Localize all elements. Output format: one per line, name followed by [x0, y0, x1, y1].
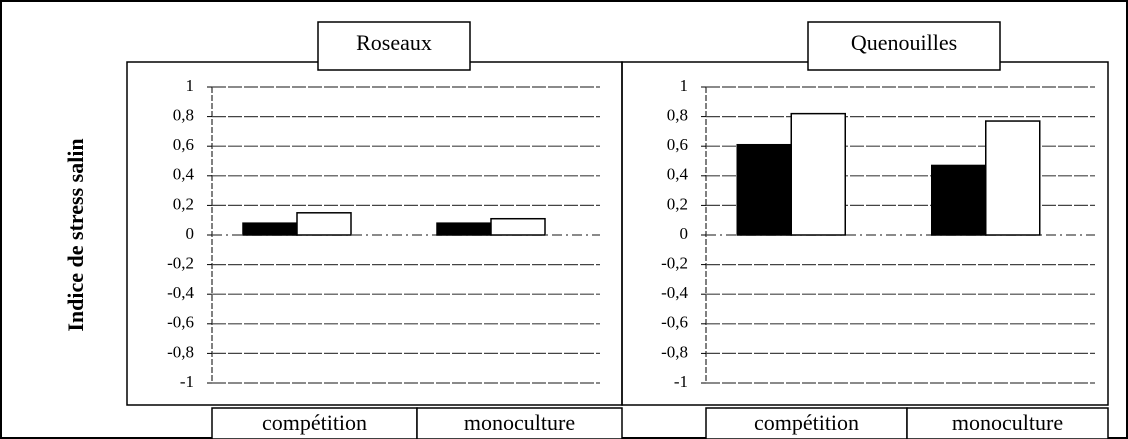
bar	[296, 212, 352, 236]
title-box	[807, 21, 1001, 71]
y-tick-label: -0,4	[167, 283, 194, 302]
y-tick-label: -0,6	[167, 313, 194, 332]
category-box	[906, 407, 1109, 439]
bar	[436, 222, 492, 236]
y-tick-label: -1	[180, 372, 194, 391]
chart-title: Roseaux	[356, 30, 432, 55]
y-tick-label: 1	[186, 76, 195, 95]
y-tick-label: -0,8	[167, 342, 194, 361]
y-tick-label: 0,2	[173, 194, 194, 213]
title-box	[317, 21, 471, 71]
x-tick-label: monoculture	[952, 410, 1063, 435]
chart-title: Quenouilles	[851, 30, 957, 55]
bar	[490, 217, 546, 236]
y-tick-label: 0,6	[667, 135, 688, 154]
y-axis-label: Indice de stress salin	[63, 138, 88, 331]
y-tick-label: -1	[674, 372, 688, 391]
bar	[985, 120, 1041, 236]
bar	[790, 112, 846, 236]
bar	[931, 164, 987, 236]
y-tick-label: 0,8	[667, 106, 688, 125]
y-tick-label: -0,4	[661, 283, 688, 302]
y-tick-label: -0,8	[661, 342, 688, 361]
category-box	[705, 407, 908, 439]
bar	[242, 222, 298, 236]
y-tick-label: -0,6	[661, 313, 688, 332]
y-tick-label: 0,8	[173, 106, 194, 125]
y-tick-label: 0	[186, 224, 195, 243]
bar	[736, 143, 792, 236]
y-tick-label: 0	[680, 224, 689, 243]
y-tick-label: 0,2	[667, 194, 688, 213]
y-tick-label: 0,4	[667, 165, 689, 184]
y-tick-label: 1	[680, 76, 689, 95]
y-tick-label: 0,4	[173, 165, 195, 184]
y-tick-label: 0,6	[173, 135, 194, 154]
category-box	[416, 407, 623, 439]
y-tick-label: -0,2	[167, 254, 194, 273]
y-tick-label: -0,2	[661, 254, 688, 273]
x-tick-label: monoculture	[464, 410, 575, 435]
x-tick-label: compétition	[262, 410, 367, 435]
x-tick-label: compétition	[754, 410, 859, 435]
